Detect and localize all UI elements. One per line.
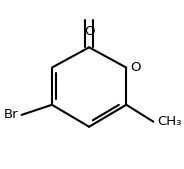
Text: CH₃: CH₃ <box>158 115 182 128</box>
Text: Br: Br <box>3 108 18 121</box>
Text: O: O <box>84 25 94 38</box>
Text: O: O <box>130 61 141 74</box>
